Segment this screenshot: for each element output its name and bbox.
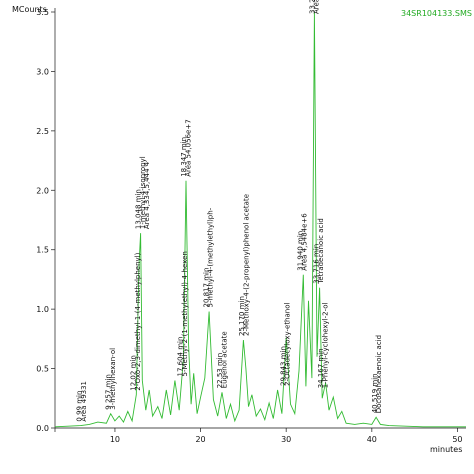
peak-annotation: Docosahexaenoic acid (375, 335, 383, 413)
peak-annotation: 2-Methoxy-4-(2-propenyl)phenol acetate (243, 194, 251, 336)
peak-annotation: 1-Phenyl-cyclohexyl-2-ol (321, 302, 329, 388)
y-tick-label: 0.5 (36, 365, 49, 374)
peak-annotation: 33.716 min (313, 244, 321, 284)
y-tick-label: 1.5 (36, 246, 49, 255)
x-tick-label: 40 (367, 435, 377, 444)
peak-annotation: 34.167 min (317, 348, 325, 388)
x-axis-ticks: 10 20 30 40 50 (110, 428, 463, 444)
x-axis-label: minutes (430, 445, 462, 454)
x-tick-label: 10 (110, 435, 120, 444)
peak-annotation: Area 4,334,5,444 4 (143, 161, 151, 229)
peak-annotation: Tetradecanoic acid (317, 218, 325, 284)
peak-annotation: 17 604 min (177, 337, 185, 377)
peak-annotation: 20.817 min (202, 268, 210, 308)
peak-annotation: 25.170 min (238, 296, 246, 336)
peak-annotation: 12.02 min (130, 355, 138, 390)
peak-annotation: 13.048 min (135, 189, 143, 229)
y-axis-ticks: 0.0 0.5 1.0 1.5 2.0 2.5 3.0 3.5 (36, 8, 55, 433)
chart-title: 34SR104133.SMS (401, 9, 472, 18)
peak-annotation: 18.347 min (180, 137, 188, 177)
peak-annotation: 31.940 min (297, 231, 305, 271)
peak-annotation: 1-methyl-4-isopropyl (139, 156, 147, 229)
peak-annotation: 5-Methyl-2-(1-methylethyl)-4-hexen (181, 251, 189, 376)
peak-annotation: 33.23 min (308, 0, 316, 14)
y-axis-label: MCounts (12, 5, 47, 14)
peak-annotation: 2-Octadecyloxy-ethanol (284, 302, 292, 386)
x-tick-label: 20 (195, 435, 205, 444)
y-tick-label: 3.5 (36, 8, 49, 17)
y-tick-label: 0.0 (36, 424, 49, 433)
peak-annotation: Area 4,5484e+6 (301, 213, 309, 271)
peak-annotation: 5-methyl-4-(methylethyl)ph- (207, 207, 215, 307)
chromatogram-trace (54, 11, 466, 428)
peak-annotation: 0 99 min (76, 391, 84, 422)
peak-annotation: Area 54,056e+7 (184, 119, 192, 176)
y-tick-label: 2.0 (36, 186, 49, 195)
y-tick-label: 1.0 (36, 305, 49, 314)
peak-annotation: 40.519 min (371, 373, 379, 413)
peak-annotation: 2-Oxo-2,3-dimethyl-1-(4-methylphenyl) (134, 252, 142, 390)
peak-annotation: Area 2,9e+07 (313, 0, 321, 14)
y-tick-label: 2.5 (36, 127, 49, 136)
x-tick-label: 50 (452, 435, 462, 444)
x-tick-label: 30 (281, 435, 291, 444)
peak-annotation: Eugenol acetate (220, 331, 228, 388)
y-tick-label: 3.0 (36, 67, 49, 76)
peak-annotation: 9 257 min (105, 374, 113, 409)
peak-annotation: 22.53 min (216, 353, 224, 388)
peak-annotation: 29.843 min (279, 346, 287, 386)
peak-annotation: Area 49331 (80, 381, 88, 422)
peak-annotation: 3-methylhexan-ol (109, 348, 117, 410)
